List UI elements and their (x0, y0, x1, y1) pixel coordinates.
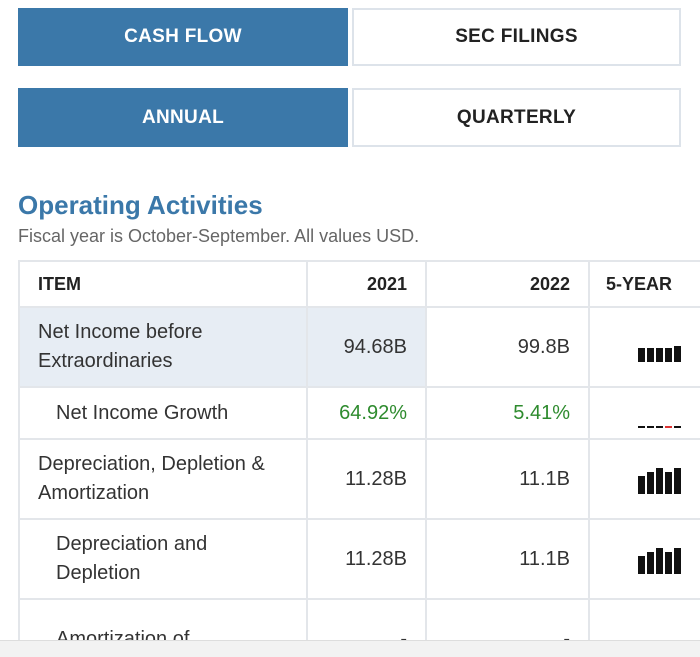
row-label: Net Income Growth (20, 388, 308, 440)
trend-cell (590, 520, 700, 600)
sparkline-bar (638, 426, 645, 428)
tab-cash-flow[interactable]: CASH FLOW (18, 8, 348, 66)
sparkline-bar (665, 426, 672, 428)
sparkline-bar (638, 556, 645, 574)
sparkline-bar (647, 472, 654, 494)
sparkline-bar (638, 476, 645, 494)
value-2022: 11.1B (427, 440, 590, 520)
sparkline-bar (638, 348, 645, 362)
header-cell: 2022 (427, 262, 590, 308)
table: ITEM 2021 2022 5-YEAR Net Income before … (18, 260, 700, 657)
value-2022: - (427, 600, 590, 657)
row-label: Depreciation and Depletion (20, 520, 308, 600)
header-cell: ITEM (20, 262, 308, 308)
tab-annual[interactable]: ANNUAL (18, 88, 348, 147)
header-cell: 5-YEAR (590, 262, 700, 308)
value-2021: 94.68B (308, 308, 427, 388)
header-cell: 2021 (308, 262, 427, 308)
row-label: Depreciation, Depletion & Amortization (20, 440, 308, 520)
section-subtitle: Fiscal year is October-September. All va… (18, 226, 420, 246)
sparkline-bar (665, 472, 672, 494)
bottom-bar (0, 640, 700, 657)
value-2021: 64.92% (308, 388, 427, 440)
value-2022: 5.41% (427, 388, 590, 440)
sparkline-bar (656, 348, 663, 362)
sparkline-bar (674, 468, 681, 494)
trend-cell (590, 388, 700, 440)
sparkline-bar (665, 552, 672, 574)
sparkline-bar (656, 468, 663, 494)
value-2021: - (308, 600, 427, 657)
sparkline-bar (647, 348, 654, 362)
sparkline-bar (647, 552, 654, 574)
sparkline-bar (674, 346, 681, 362)
value-2022: 11.1B (427, 520, 590, 600)
value-2022: 99.8B (427, 308, 590, 388)
section-title: Operating Activities (18, 190, 263, 220)
trend-cell (590, 440, 700, 520)
sparkline-bar (674, 426, 681, 428)
sparkline-bar (656, 548, 663, 574)
sparkline-bar (656, 426, 663, 428)
sparkline-bar (674, 548, 681, 574)
sparkline-bar (647, 426, 654, 428)
tab-sec-filings[interactable]: SEC FILINGS (352, 8, 681, 66)
value-2021: 11.28B (308, 440, 427, 520)
tab-quarterly[interactable]: QUARTERLY (352, 88, 681, 147)
value-2021: 11.28B (308, 520, 427, 600)
sparkline-bar (665, 348, 672, 362)
row-label: Net Income before Extraordinaries (20, 308, 308, 388)
trend-cell (590, 308, 700, 388)
